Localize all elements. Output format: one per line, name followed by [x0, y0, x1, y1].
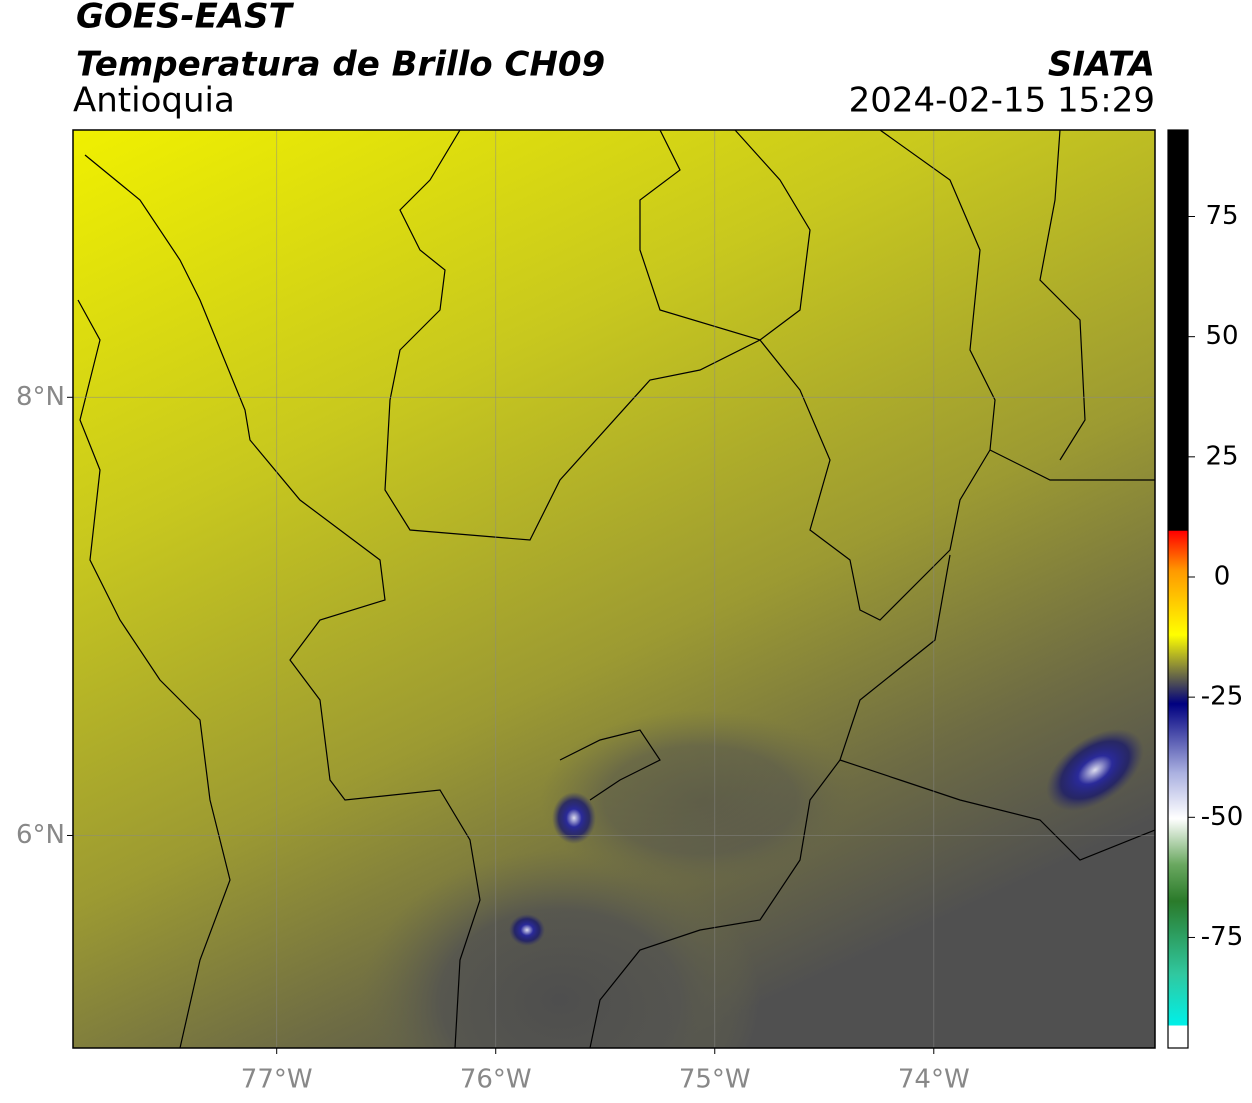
x-tick-label: 76°W [460, 1065, 532, 1095]
colorbar-tick-label: 0 [1214, 561, 1231, 591]
datetime: 2024-02-15 15:29 [849, 81, 1155, 121]
cold-area [360, 850, 760, 1048]
x-tick-label: 77°W [241, 1065, 313, 1095]
colorbar-tick-label: 75 [1205, 201, 1238, 231]
cloud-top [1046, 728, 1144, 812]
cloud-top [552, 792, 596, 844]
colorbar-tick-label: 50 [1205, 321, 1238, 351]
cloud-top [509, 914, 545, 946]
region: Antioquia [73, 81, 235, 121]
y-tick-label: 8°N [16, 382, 65, 412]
colorbar-tick-label: -50 [1201, 802, 1243, 832]
y-tick-label: 6°N [16, 820, 65, 850]
borders [77, 130, 1155, 1048]
colorbar [1167, 129, 1189, 1049]
source: SIATA [1048, 45, 1155, 85]
graticule [73, 130, 1155, 1048]
colorbar-tick-label: -75 [1201, 922, 1243, 952]
map-frame [72, 129, 1156, 1049]
cold-area [540, 710, 860, 890]
x-tick-label: 74°W [898, 1065, 970, 1095]
x-tick-label: 75°W [679, 1065, 751, 1095]
title: GOES-EAST [76, 0, 295, 37]
subtitle: Temperatura de Brillo CH09 [76, 45, 605, 85]
colorbar-tick-label: 25 [1205, 441, 1238, 471]
map-area [73, 130, 1155, 1048]
colorbar-tick-label: -25 [1201, 682, 1243, 712]
